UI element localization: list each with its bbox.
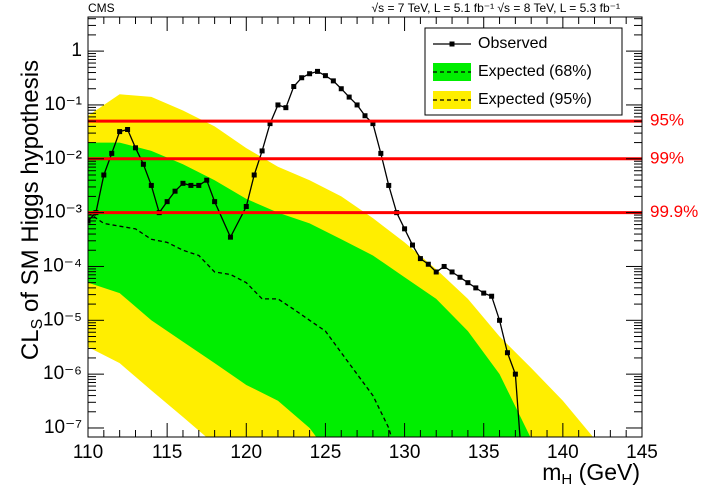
observed-marker: [521, 479, 526, 484]
observed-marker: [259, 148, 265, 154]
y-title-sub: S: [29, 319, 46, 330]
plot-frame: [87, 16, 643, 438]
plot-area: [88, 68, 594, 484]
observed-marker: [188, 182, 194, 188]
observed-marker: [346, 94, 352, 100]
observed-marker: [212, 199, 218, 205]
y-tick-label: 1: [71, 40, 82, 61]
x-axis-title: mH (GeV): [542, 459, 640, 488]
y-tick-label: 10⁻³: [45, 202, 83, 223]
observed-marker: [354, 102, 360, 108]
y-tick-label: 10⁻⁵: [43, 309, 82, 330]
observed-marker: [402, 226, 408, 232]
y-tick-label: 10⁻⁷: [44, 417, 82, 438]
observed-marker: [457, 274, 463, 280]
x-title-sub: H: [561, 471, 572, 488]
observed-marker: [497, 317, 503, 323]
y-tick-label: 10⁻¹: [45, 94, 83, 115]
observed-marker: [370, 121, 376, 127]
observed-marker: [307, 71, 313, 77]
observed-marker: [386, 182, 392, 188]
observed-marker: [291, 84, 297, 90]
observed-marker: [117, 129, 123, 135]
x-tick-label: 140: [547, 442, 579, 463]
y-axis-title: CLS of SM Higgs hypothesis: [17, 60, 46, 360]
observed-marker: [465, 280, 471, 286]
observed-marker: [204, 177, 210, 183]
observed-marker: [433, 269, 439, 275]
y-tick-label: 10⁻⁴: [43, 255, 82, 276]
observed-marker: [148, 182, 154, 188]
x-title-main: m: [542, 459, 561, 485]
y-title-main: CL: [17, 329, 44, 360]
experiment-label: CMS: [88, 1, 115, 15]
observed-marker: [330, 78, 336, 84]
x-tick-label: 130: [389, 442, 421, 463]
observed-marker: [338, 86, 344, 92]
observed-marker: [196, 182, 202, 188]
observed-marker: [125, 126, 131, 132]
observed-marker: [299, 75, 305, 81]
observed-marker: [267, 121, 273, 127]
observed-marker: [132, 145, 138, 151]
observed-marker: [101, 172, 107, 178]
x-tick-label: 145: [626, 442, 658, 463]
expected-line: [88, 212, 393, 437]
observed-marker: [504, 350, 510, 356]
observed-marker: [378, 150, 384, 156]
legend-marker: [449, 41, 455, 47]
observed-marker: [140, 161, 146, 167]
y-title-rest: of SM Higgs hypothesis: [17, 60, 44, 319]
level-label: 99.9%: [650, 202, 698, 221]
level-label: 99%: [650, 148, 684, 167]
legend-swatch: [433, 63, 471, 81]
y-tick-label: 10⁻⁶: [43, 363, 82, 384]
level-label: 95%: [650, 111, 684, 130]
x-title-rest: (GeV): [572, 459, 640, 485]
observed-marker: [362, 113, 368, 119]
observed-marker: [315, 68, 321, 74]
observed-marker: [164, 199, 170, 205]
observed-marker: [283, 105, 289, 111]
observed-marker: [275, 102, 281, 108]
energy-label: √s = 7 TeV, L = 5.1 fb⁻¹ √s = 8 TeV, L =…: [372, 1, 620, 15]
observed-marker: [322, 73, 328, 79]
legend-label: Expected (68%): [478, 63, 592, 80]
legend-label: Observed: [478, 35, 547, 52]
x-tick-label: 120: [230, 442, 262, 463]
observed-marker: [243, 203, 249, 209]
observed-marker: [251, 172, 257, 178]
observed-marker: [227, 234, 233, 240]
observed-marker: [172, 188, 178, 194]
expected-band: [88, 142, 531, 437]
y-tick-label: 10⁻²: [45, 148, 83, 169]
legend-label: Expected (95%): [478, 91, 592, 108]
x-tick-label: 125: [310, 442, 342, 463]
observed-marker: [481, 290, 487, 296]
observed-marker: [489, 293, 495, 299]
x-tick-label: 115: [152, 442, 182, 463]
observed-marker: [409, 242, 415, 248]
observed-marker: [449, 269, 455, 275]
observed-marker: [512, 371, 518, 377]
observed-marker: [180, 180, 186, 186]
observed-marker: [425, 261, 431, 267]
legend-swatch: [433, 91, 471, 109]
observed-marker: [473, 285, 479, 291]
observed-marker: [109, 150, 115, 156]
x-tick-label: 135: [468, 442, 500, 463]
x-tick-label: 110: [73, 442, 103, 463]
observed-marker: [441, 263, 447, 269]
observed-marker: [417, 256, 423, 262]
